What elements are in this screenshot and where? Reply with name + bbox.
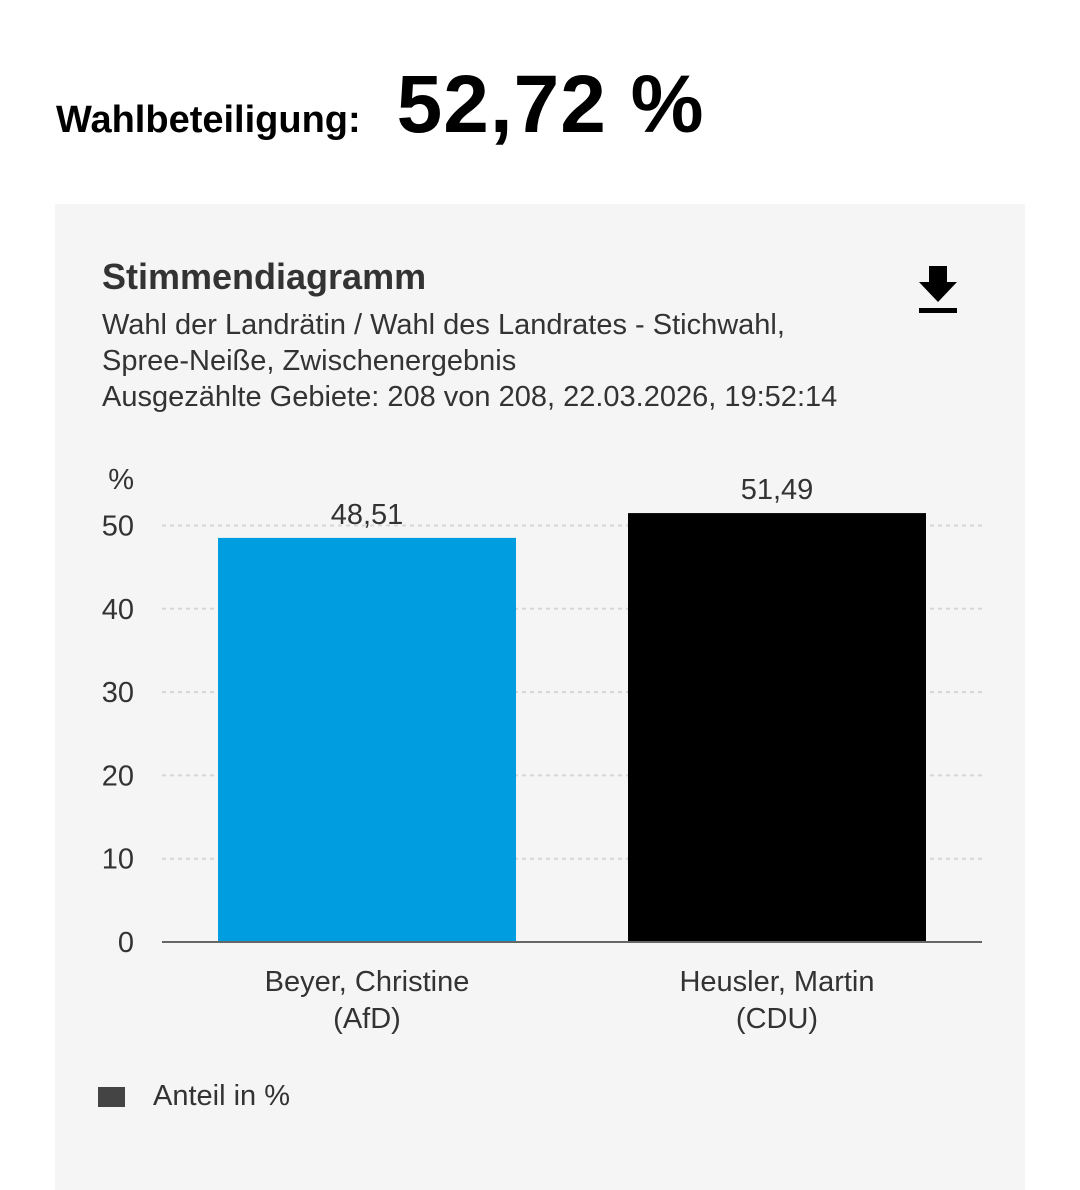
y-tick-label: 10	[102, 844, 134, 876]
chart-legend: Anteil in %	[98, 1080, 290, 1113]
subtitle-line: Wahl der Landrätin / Wahl des Landrates …	[102, 309, 785, 341]
bar-value-label: 51,49	[741, 474, 814, 506]
bar-value-label: 48,51	[331, 499, 404, 531]
legend-swatch	[98, 1086, 125, 1107]
y-tick-label: 40	[102, 594, 134, 626]
x-tick-label: (AfD)	[333, 1003, 401, 1035]
y-tick-label: 20	[102, 760, 134, 792]
y-axis-label: %	[108, 464, 134, 496]
y-tick-label: 50	[102, 511, 134, 543]
subtitle-line: Ausgezählte Gebiete: 208 von 208, 22.03.…	[102, 381, 838, 413]
bar	[218, 537, 516, 942]
x-tick-label: Beyer, Christine	[265, 966, 470, 998]
vote-chart-card: 0 10 20 30 40 50% 48,51 Beyer, Christine (AfD) 51…	[55, 204, 1025, 1190]
turnout-summary: Wahlbeteiligung: 52,72 %	[56, 58, 705, 152]
bar	[628, 513, 926, 942]
download-icon	[919, 266, 957, 313]
bar-chart: 0 10 20 30 40 50% 48,51 Beyer, Christine (AfD) 51…	[102, 464, 982, 1035]
chart-title: Stimmendiagramm	[102, 256, 427, 297]
y-tick-label: 0	[118, 927, 134, 959]
turnout-label: Wahlbeteiligung:	[56, 99, 361, 141]
x-tick-label: (CDU)	[736, 1003, 818, 1035]
legend-label: Anteil in %	[153, 1080, 291, 1112]
subtitle-line: Spree-Neiße, Zwischenergebnis	[102, 345, 517, 377]
y-tick-label: 30	[102, 677, 134, 709]
turnout-value: 52,72 %	[396, 59, 705, 150]
chart-subtitle: Wahl der Landrätin / Wahl des Landrates …	[102, 307, 922, 415]
download-button[interactable]	[917, 266, 959, 316]
x-tick-label: Heusler, Martin	[679, 966, 874, 998]
